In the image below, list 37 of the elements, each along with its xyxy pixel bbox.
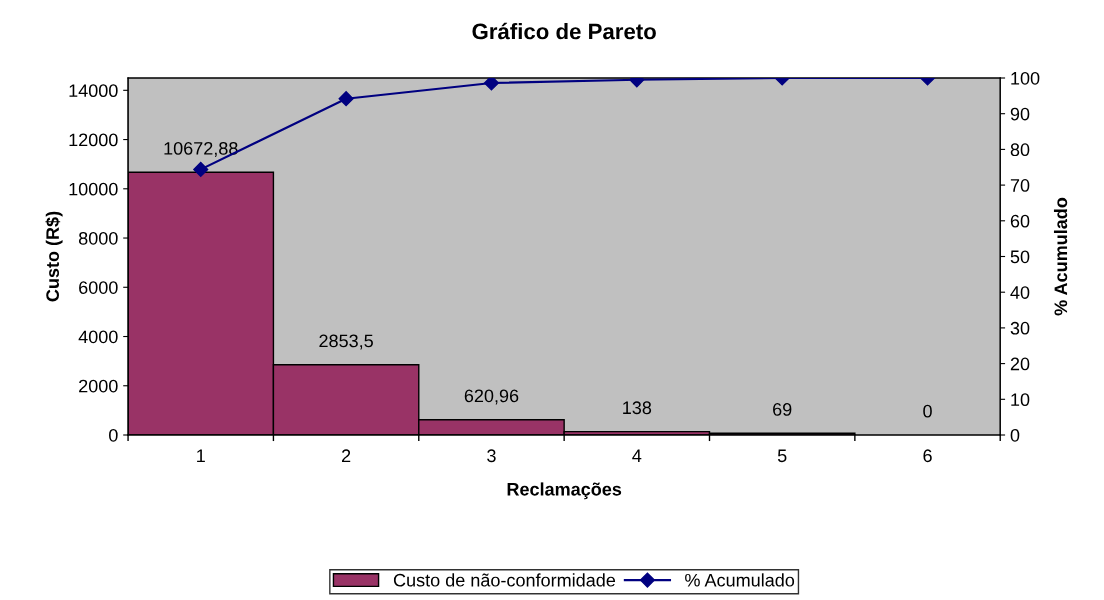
data-label: 138	[623, 401, 652, 415]
y2-tick-label: 60	[1010, 214, 1030, 228]
y-tick-label: 2000	[79, 379, 118, 393]
y2-tick-label: 10	[1011, 393, 1030, 407]
data-label: 2853,5	[319, 334, 373, 350]
data-label: 620,96	[464, 389, 519, 405]
y2-tick-label: 70	[1010, 179, 1030, 192]
y2-tick-label: 80	[1010, 143, 1030, 157]
data-label: 0	[923, 404, 932, 418]
y2-tick-label: 20	[1010, 357, 1030, 371]
x-tick-label: 4	[632, 449, 642, 462]
y2-tick-label: 100	[1011, 71, 1040, 85]
y2-tick-label: 40	[1010, 286, 1030, 299]
x-tick-label: 1	[197, 449, 205, 462]
y-tick-label: 14000	[69, 84, 118, 98]
legend-label: % Acumulado	[685, 573, 795, 587]
y-tick-label: 8000	[78, 231, 118, 245]
y-tick-label: 12000	[69, 133, 118, 147]
x-tick-label: 5	[777, 449, 787, 463]
data-label: 69	[773, 403, 792, 416]
y2-axis-title: % Acumulado	[1053, 197, 1068, 316]
y-tick-label: 10000	[69, 182, 118, 196]
x-tick-label: 3	[487, 449, 496, 463]
y-tick-label: 0	[109, 428, 118, 442]
x-axis-title: Reclamações	[507, 482, 622, 500]
y-tick-label: 6000	[79, 281, 118, 294]
chart-title: Gráfico de Pareto	[472, 22, 656, 40]
y2-tick-label: 90	[1010, 107, 1030, 121]
data-label: 10672,88	[164, 141, 238, 157]
y2-tick-label: 30	[1010, 321, 1030, 335]
x-tick-label: 6	[923, 449, 932, 463]
y-tick-label: 4000	[78, 330, 118, 344]
y2-tick-label: 0	[1010, 428, 1020, 442]
y-axis-title: Custo (R$)	[45, 211, 63, 302]
legend-label: Custo de não-conformidade	[393, 573, 616, 587]
y2-tick-label: 50	[1010, 250, 1030, 264]
x-tick-label: 2	[341, 449, 351, 462]
